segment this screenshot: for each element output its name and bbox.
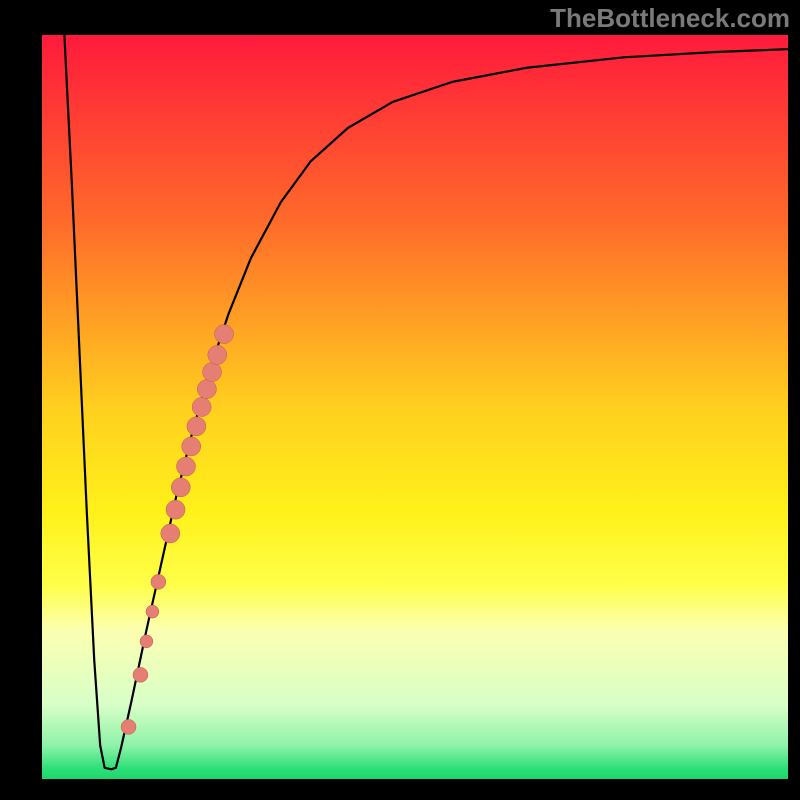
data-marker [182,437,201,456]
data-marker [146,605,159,618]
data-marker [151,574,166,589]
chart-container: TheBottleneck.com [0,0,800,800]
watermark-text: TheBottleneck.com [550,3,790,34]
gradient-background [42,35,788,779]
data-marker [187,417,206,436]
data-marker [166,500,185,519]
data-marker [121,719,136,734]
data-marker [161,524,180,543]
data-marker [208,345,227,364]
chart-svg [42,35,788,779]
data-marker [215,325,234,344]
data-marker [192,398,211,417]
data-marker [171,478,190,497]
data-marker [197,380,216,399]
data-marker [203,363,222,382]
plot-area [42,35,788,779]
data-marker [140,635,153,648]
data-marker [176,457,195,476]
data-marker [133,667,148,682]
